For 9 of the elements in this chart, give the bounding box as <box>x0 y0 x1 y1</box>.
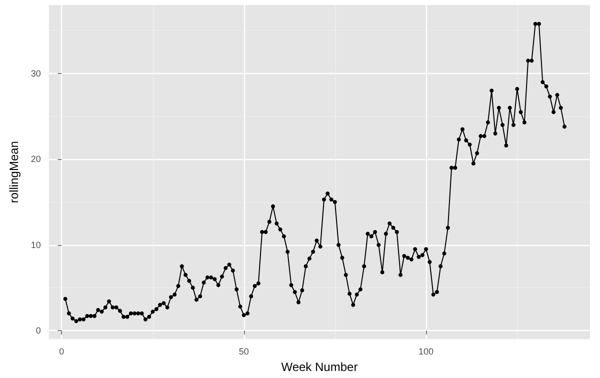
y-tick-label: 0 <box>36 326 41 336</box>
y-axis-title: rollingMean <box>7 141 21 204</box>
x-tick-label: 100 <box>418 346 434 357</box>
x-tick-label: 50 <box>238 346 249 357</box>
y-tick-label: 30 <box>30 68 41 79</box>
x-axis-title: Week Number <box>281 360 358 374</box>
y-tick-label: 10 <box>30 240 41 250</box>
x-tick-label: 0 <box>59 346 64 357</box>
y-tick-label: 20 <box>30 154 41 164</box>
